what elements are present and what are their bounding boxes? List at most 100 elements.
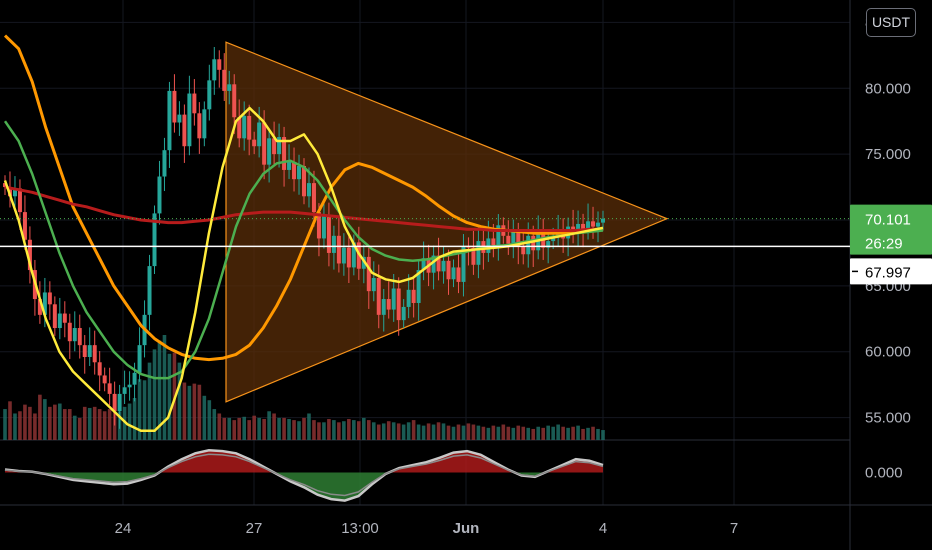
candle-body xyxy=(431,255,436,273)
volume-bar xyxy=(556,424,560,440)
volume-bar xyxy=(157,340,162,440)
volume-bar xyxy=(456,424,461,440)
candle-body xyxy=(416,270,421,303)
volume-bar xyxy=(162,335,167,440)
candle-body xyxy=(227,84,232,91)
candle-body xyxy=(601,218,605,223)
volume-bar xyxy=(511,427,516,440)
volume-bar xyxy=(466,423,471,440)
candle-body xyxy=(401,306,406,321)
candle-body xyxy=(112,393,117,412)
candle-body xyxy=(371,277,376,292)
candle-body xyxy=(446,260,451,280)
volume-bar xyxy=(177,362,182,440)
candle-body xyxy=(232,84,237,118)
candle-body xyxy=(102,375,107,384)
price-tick-label: 75.000 xyxy=(865,146,911,163)
candle-body xyxy=(436,255,441,272)
time-tick-label: Jun xyxy=(453,520,480,537)
candle-body xyxy=(117,393,122,412)
volume-bar xyxy=(207,400,212,440)
candle-body xyxy=(287,162,292,170)
volume-bar xyxy=(431,424,436,440)
volume-bar xyxy=(541,427,545,440)
candle-body xyxy=(162,150,167,177)
volume-bar xyxy=(222,417,227,440)
volume-bar xyxy=(13,413,17,440)
candle-body xyxy=(77,328,82,346)
volume-bar xyxy=(396,423,401,440)
volume-bar xyxy=(97,409,102,440)
candle-body xyxy=(257,122,262,147)
horizontal-line-tag xyxy=(850,258,932,285)
candle-body xyxy=(137,345,142,373)
candle-body xyxy=(262,122,267,165)
candle-body xyxy=(491,238,496,246)
volume-bar xyxy=(362,417,366,440)
volume-bar xyxy=(197,384,202,440)
volume-bar xyxy=(501,424,506,440)
candle-body xyxy=(471,247,476,265)
volume-bar xyxy=(596,428,600,440)
candle-body xyxy=(546,241,551,248)
volume-bar xyxy=(406,422,411,440)
volume-bar xyxy=(451,426,456,440)
candle-body xyxy=(421,258,426,271)
candle-body xyxy=(536,233,541,251)
candle-body xyxy=(222,69,227,91)
candle-body xyxy=(12,188,17,197)
volume-bar xyxy=(242,416,246,440)
candle-body xyxy=(282,137,287,170)
time-axis[interactable]: 24 27 13:00 Jun 4 7 xyxy=(115,520,739,537)
currency-button[interactable]: USDT xyxy=(866,8,916,37)
volume-bar xyxy=(53,404,57,440)
volume-bar xyxy=(267,411,271,440)
volume-bar xyxy=(317,422,321,440)
candle-body xyxy=(441,260,446,272)
volume-bar xyxy=(282,417,286,440)
candle-body xyxy=(366,256,371,292)
triangle-pattern[interactable] xyxy=(225,41,669,403)
candle-body xyxy=(97,362,102,376)
volume-bar xyxy=(247,420,251,440)
candle-body xyxy=(306,183,311,197)
volume-bar xyxy=(386,421,391,440)
last-price-tag xyxy=(850,204,932,255)
candle-body xyxy=(132,372,137,385)
triangle-shape[interactable] xyxy=(225,41,669,403)
candle-body xyxy=(3,183,7,188)
volume-bar xyxy=(526,427,531,440)
volume-bar xyxy=(342,421,346,440)
volume-bar xyxy=(426,423,431,440)
candle-body xyxy=(316,212,321,239)
volume-bar xyxy=(601,430,605,440)
candle-body xyxy=(67,322,72,342)
candle-body xyxy=(52,304,57,329)
volume-bar xyxy=(92,406,97,440)
volume-bar xyxy=(87,407,92,440)
candle-body xyxy=(197,113,202,139)
candle-body xyxy=(247,115,252,140)
volume-bar xyxy=(227,417,232,440)
volume-bar xyxy=(72,415,77,440)
candle-body xyxy=(152,213,157,267)
volume-bar xyxy=(421,425,426,440)
candle-body xyxy=(237,117,242,139)
candle-body xyxy=(341,247,346,264)
volume-bar xyxy=(476,425,481,440)
time-tick-label: 7 xyxy=(730,520,738,537)
candle-body xyxy=(302,165,306,197)
candle-body xyxy=(591,221,596,227)
volume-bar xyxy=(142,380,147,440)
candle-body xyxy=(107,383,112,394)
volume-bar xyxy=(48,406,52,440)
volume-bar xyxy=(576,425,580,440)
candle-body xyxy=(42,292,47,315)
candle-body xyxy=(326,216,331,253)
candle-body xyxy=(331,235,336,253)
volume-bar xyxy=(272,413,276,440)
candle-body xyxy=(202,109,207,139)
candle-body xyxy=(297,165,302,180)
candle-body xyxy=(321,216,326,239)
